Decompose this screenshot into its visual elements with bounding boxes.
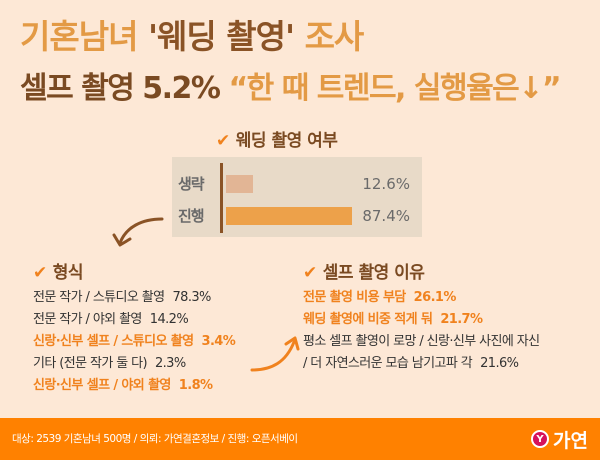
logo-text: 가연 <box>553 429 588 452</box>
item-label: 평소 셀프 촬영이 로망 / 신랑·신부 사진에 자신 <box>303 334 540 349</box>
chart-label: 생략 <box>178 175 205 193</box>
item-label: 신랑·신부 셀프 / 야외 촬영 <box>33 378 171 393</box>
curved-arrow-icon <box>250 336 300 372</box>
chart-label: 진행 <box>178 207 205 225</box>
chart-row-proceed: 진행 87.4% <box>172 205 422 227</box>
item-label: 전문 작가 / 야외 촬영 <box>33 312 142 327</box>
chart-value: 12.6% <box>362 175 410 193</box>
reason-item: 평소 셀프 촬영이 로망 / 신랑·신부 사진에 자신 <box>303 331 540 353</box>
curved-arrow-icon <box>112 217 164 247</box>
reason-item: 전문 촬영 비용 부담 26.1% <box>303 287 540 309</box>
check-icon: ✔ <box>33 263 47 283</box>
footer-bar: 대상: 2539 기혼남녀 500명 / 의뢰: 가연결혼정보 / 진행: 오픈… <box>0 418 600 460</box>
title-prefix: 기혼남녀 <box>20 17 148 56</box>
bar-chart: 생략 12.6% 진행 87.4% <box>172 157 422 237</box>
format-item: 전문 작가 / 야외 촬영 14.2% <box>33 309 235 331</box>
chart-value: 87.4% <box>362 207 410 225</box>
subtitle: 셀프 촬영 5.2% “한 때 트렌드, 실행율은↓” <box>20 63 562 107</box>
item-value: 21.6% <box>480 356 519 371</box>
title-highlight: '웨딩 촬영' <box>147 17 295 56</box>
chart-axis <box>220 163 223 233</box>
section-title-self-reason: ✔ 셀프 촬영 이유 <box>303 258 425 283</box>
check-icon: ✔ <box>216 131 230 151</box>
subtitle-prefix: 셀프 촬영 5.2% <box>20 71 229 106</box>
title-suffix: 조사 <box>294 17 365 56</box>
format-item: 전문 작가 / 스튜디오 촬영 78.3% <box>33 287 235 309</box>
item-label: 전문 작가 / 스튜디오 촬영 <box>33 290 165 305</box>
item-value: 78.3% <box>172 290 212 305</box>
check-icon: ✔ <box>303 263 317 283</box>
reason-item: / 더 자연스러운 모습 남기고파 각 21.6% <box>303 353 540 375</box>
chart-bar-skip <box>226 175 253 193</box>
format-item: 기타 (전문 작가 둘 다) 2.3% <box>33 353 235 375</box>
reason-item: 웨딩 촬영에 비중 적게 둬 21.7% <box>303 309 540 331</box>
item-value: 26.1% <box>413 290 457 305</box>
brand-logo: Y 가연 <box>531 426 588 452</box>
item-value: 3.4% <box>201 334 236 349</box>
item-label: 웨딩 촬영에 비중 적게 둬 <box>303 312 433 327</box>
item-label: 기타 (전문 작가 둘 다) <box>33 356 148 371</box>
reason-list: 전문 촬영 비용 부담 26.1% 웨딩 촬영에 비중 적게 둬 21.7% 평소 … <box>303 287 540 375</box>
item-value: 1.8% <box>178 378 213 393</box>
item-label: 전문 촬영 비용 부담 <box>303 290 406 305</box>
main-title: 기혼남녀 '웨딩 촬영' 조사 <box>20 10 365 58</box>
survey-info: 대상: 2539 기혼남녀 500명 / 의뢰: 가연결혼정보 / 진행: 오픈… <box>12 433 298 445</box>
section-title-text: 웨딩 촬영 여부 <box>235 131 338 151</box>
section-title-format: ✔ 형식 <box>33 258 84 283</box>
chart-bar-proceed <box>226 207 352 225</box>
item-value: 2.3% <box>154 356 186 371</box>
subtitle-quote: “한 때 트렌드, 실행율은↓” <box>228 71 561 106</box>
format-item: 신랑·신부 셀프 / 야외 촬영 1.8% <box>33 375 235 397</box>
item-label: 신랑·신부 셀프 / 스튜디오 촬영 <box>33 334 194 349</box>
logo-mark-icon: Y <box>531 430 550 448</box>
section-title-text: 형식 <box>52 263 84 283</box>
section-title-text: 셀프 촬영 이유 <box>322 263 425 283</box>
item-value: 21.7% <box>440 312 483 327</box>
item-value: 14.2% <box>149 312 189 327</box>
format-item: 신랑·신부 셀프 / 스튜디오 촬영 3.4% <box>33 331 236 353</box>
item-label: / 더 자연스러운 모습 남기고파 각 <box>303 356 473 371</box>
format-list: 전문 작가 / 스튜디오 촬영 78.3% 전문 작가 / 야외 촬영 14.2% … <box>33 287 236 397</box>
chart-row-skip: 생략 12.6% <box>172 173 422 195</box>
section-title-wedding-shoot: ✔ 웨딩 촬영 여부 <box>216 126 338 151</box>
